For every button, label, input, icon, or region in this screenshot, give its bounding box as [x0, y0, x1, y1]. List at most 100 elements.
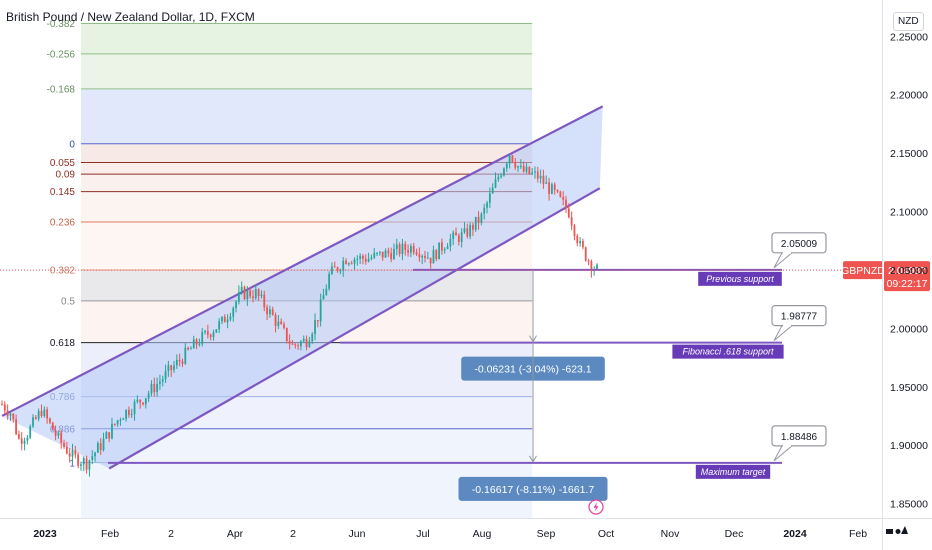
candle-body: [159, 381, 161, 384]
y-tick-label: 2.05000: [890, 265, 928, 277]
y-tick-label: 2.15000: [890, 148, 928, 160]
candle-body: [517, 166, 519, 168]
candle-body: [508, 155, 511, 164]
candle-body: [257, 289, 260, 296]
candle-body: [175, 359, 178, 366]
candle-body: [469, 224, 472, 237]
candle-body: [119, 419, 122, 421]
candle-body: [356, 258, 359, 260]
candle-body: [424, 255, 426, 259]
horizontal-levels[interactable]: Previous support 2.05009 Fibonacci .618 su…: [108, 232, 827, 479]
candle-body: [511, 155, 514, 163]
candle-body: [136, 399, 139, 402]
candlesticks[interactable]: [1, 154, 598, 477]
candle-body: [587, 260, 590, 262]
candle-body: [263, 294, 266, 308]
candle-body: [198, 343, 201, 345]
candle-body: [418, 254, 421, 258]
callout-value: 1.98777: [781, 312, 818, 323]
candle-body: [240, 287, 243, 293]
candle-body: [328, 273, 331, 289]
candle-body: [308, 341, 311, 348]
x-tick-label: Nov: [661, 528, 680, 540]
fib-level-label: 0.618: [50, 338, 75, 349]
channel-lower-line[interactable]: [108, 187, 601, 470]
candle-body: [130, 414, 133, 416]
candle-body: [505, 163, 508, 169]
candle-body: [562, 196, 565, 200]
fib-zone: [80, 462, 533, 518]
x-tick-label: Jun: [349, 528, 366, 540]
candle-body: [54, 430, 57, 436]
candle-body: [347, 263, 350, 265]
tradingview-logo[interactable]: [886, 526, 908, 534]
callout-box[interactable]: [771, 232, 827, 254]
candle-body: [311, 334, 314, 342]
candle-body: [443, 248, 446, 251]
candle-body: [596, 264, 598, 270]
candle-body: [243, 287, 246, 300]
candle-body: [463, 228, 466, 233]
candle-body: [336, 267, 339, 271]
candle-body: [63, 442, 65, 448]
candle-body: [235, 301, 237, 308]
candle-body: [582, 240, 584, 248]
channel-upper-line[interactable]: [1, 105, 604, 417]
candle-body: [322, 295, 325, 300]
candle-body: [362, 255, 364, 259]
x-tick-label: Apr: [227, 528, 244, 540]
candle-body: [429, 257, 432, 264]
callout-value: 2.05009: [781, 239, 818, 250]
candle-body: [167, 365, 170, 372]
candle-body: [370, 257, 373, 259]
candle-body: [441, 242, 443, 251]
candle-body: [82, 458, 85, 465]
candle-body: [254, 289, 257, 299]
y-tick-label: 2.20000: [890, 90, 928, 102]
candle-body: [376, 252, 378, 254]
candle-body: [178, 359, 181, 362]
callout-box[interactable]: [771, 425, 827, 447]
candle-body: [570, 217, 573, 226]
candle-body: [325, 288, 328, 296]
candle-body: [57, 432, 60, 436]
parallel-channel[interactable]: [1, 105, 604, 470]
callout-box[interactable]: [771, 305, 827, 327]
candle-body: [373, 252, 376, 258]
candle-body: [316, 320, 319, 322]
price-tag-bg[interactable]: [884, 261, 930, 292]
candle-body: [218, 321, 221, 330]
candle-body: [170, 365, 173, 371]
candle-body: [280, 321, 283, 325]
candle-body: [421, 255, 424, 258]
candle-body: [102, 438, 105, 450]
callout-value: 1.88486: [781, 432, 818, 443]
candle-body: [147, 393, 150, 399]
candle-body: [483, 207, 486, 214]
candle-body: [432, 250, 435, 264]
candle-body: [91, 456, 94, 460]
candle-body: [415, 252, 418, 255]
candle-body: [342, 260, 345, 271]
measure-arrow: [529, 455, 537, 463]
candle-body: [156, 383, 158, 393]
candle-body: [548, 182, 550, 194]
candle-body: [46, 409, 49, 419]
candle-body: [49, 418, 51, 423]
candle-body: [294, 344, 297, 346]
callout-pointer: [773, 445, 793, 462]
candle-body: [491, 187, 494, 194]
measure-label-bg[interactable]: [458, 476, 608, 501]
candle-body: [573, 225, 576, 237]
measurements[interactable]: -0.06231 (-3.04%) -623.1-0.16617 (-8.11%…: [458, 269, 608, 515]
fib-level-label: -0.168: [47, 84, 76, 95]
candle-body: [410, 246, 412, 253]
currency-button[interactable]: NZD: [893, 12, 924, 31]
candle-body: [150, 383, 153, 394]
candle-body: [192, 339, 195, 349]
candle-body: [393, 248, 395, 260]
fib-zone: [80, 53, 533, 89]
candle-body: [142, 402, 144, 405]
fib-zone: [80, 88, 533, 144]
